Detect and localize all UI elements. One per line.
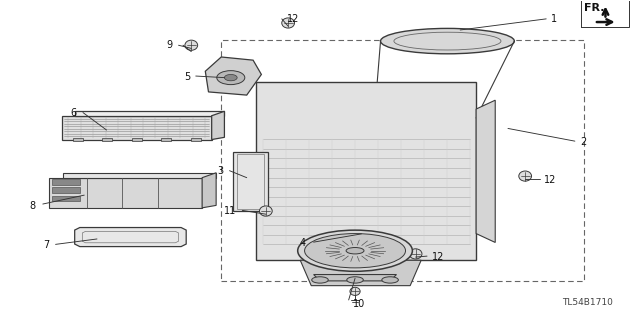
Bar — [52, 196, 81, 202]
Bar — [52, 187, 81, 193]
Ellipse shape — [519, 171, 532, 181]
Bar — [102, 138, 113, 141]
Polygon shape — [75, 111, 225, 116]
Text: 12: 12 — [431, 252, 444, 262]
Polygon shape — [256, 82, 476, 260]
Text: 3: 3 — [217, 166, 223, 176]
Ellipse shape — [225, 74, 237, 81]
Polygon shape — [212, 111, 225, 139]
Polygon shape — [314, 275, 396, 281]
Ellipse shape — [381, 28, 515, 54]
Bar — [191, 138, 201, 141]
Ellipse shape — [350, 287, 360, 295]
Text: 6: 6 — [70, 108, 77, 118]
Ellipse shape — [409, 249, 422, 259]
Ellipse shape — [382, 277, 398, 283]
Text: 8: 8 — [29, 201, 35, 211]
Bar — [237, 154, 264, 209]
Polygon shape — [63, 173, 216, 178]
Text: FR.: FR. — [584, 3, 605, 12]
Text: 12: 12 — [287, 14, 300, 24]
Text: 7: 7 — [43, 240, 49, 250]
Bar — [73, 138, 83, 141]
Polygon shape — [62, 116, 212, 139]
Ellipse shape — [346, 248, 364, 254]
Ellipse shape — [347, 277, 364, 283]
Polygon shape — [300, 260, 421, 286]
Text: 5: 5 — [184, 72, 190, 82]
Bar — [581, 0, 629, 27]
Ellipse shape — [312, 277, 328, 283]
Ellipse shape — [305, 234, 406, 268]
Text: 11: 11 — [223, 206, 236, 216]
Polygon shape — [476, 100, 495, 242]
Ellipse shape — [185, 40, 198, 50]
Bar — [52, 179, 81, 185]
Text: 12: 12 — [544, 175, 557, 185]
Polygon shape — [75, 227, 186, 247]
Polygon shape — [49, 178, 202, 208]
Ellipse shape — [282, 18, 294, 28]
Text: 1: 1 — [550, 14, 557, 24]
Text: 10: 10 — [353, 299, 365, 309]
Text: 2: 2 — [580, 137, 586, 147]
Text: 4: 4 — [300, 238, 306, 249]
Text: 9: 9 — [166, 40, 172, 50]
Bar — [161, 138, 172, 141]
Bar — [221, 40, 584, 281]
Polygon shape — [202, 173, 216, 208]
Polygon shape — [205, 57, 261, 95]
Ellipse shape — [259, 206, 272, 216]
Ellipse shape — [298, 230, 412, 271]
Ellipse shape — [217, 70, 245, 85]
Bar — [132, 138, 142, 141]
Text: TL54B1710: TL54B1710 — [562, 298, 613, 307]
Polygon shape — [233, 152, 268, 211]
